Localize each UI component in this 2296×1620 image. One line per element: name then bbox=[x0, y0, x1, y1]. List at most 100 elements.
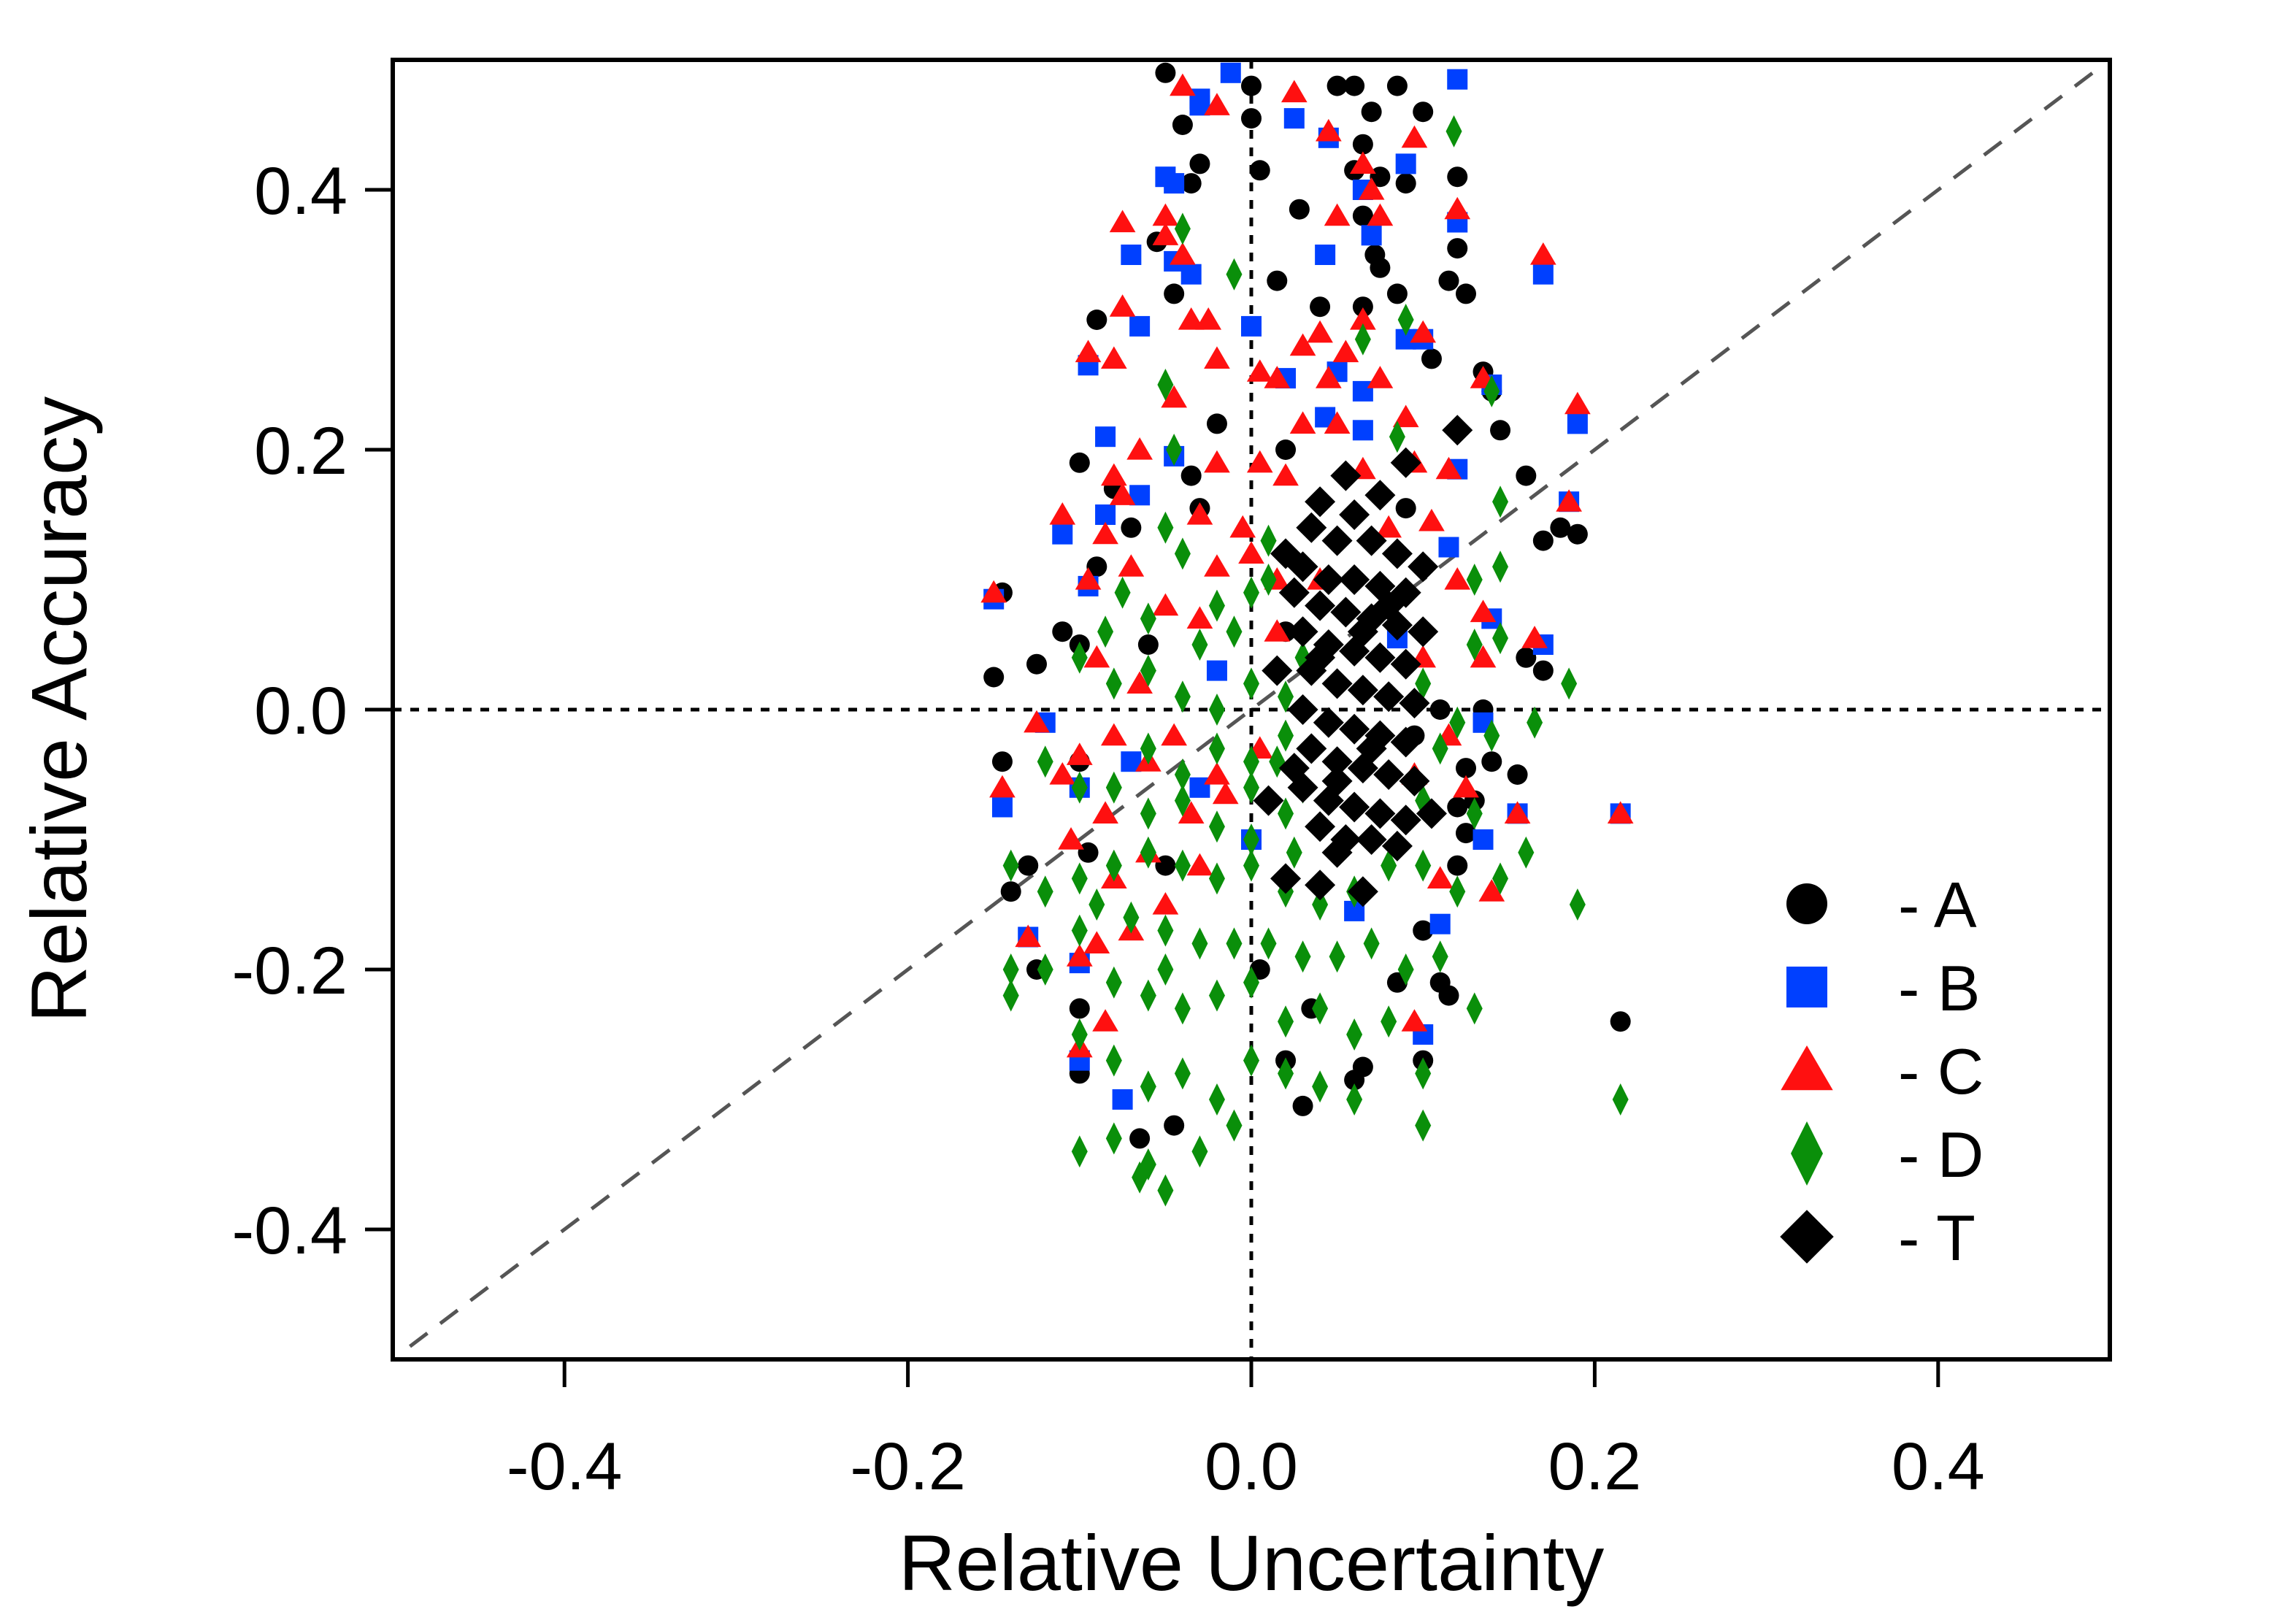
data-point bbox=[1278, 1057, 1294, 1090]
data-point bbox=[1305, 590, 1336, 621]
data-point bbox=[1278, 797, 1294, 830]
data-point bbox=[1363, 927, 1380, 960]
data-point bbox=[1086, 310, 1107, 330]
data-point bbox=[1071, 914, 1088, 947]
data-point bbox=[1260, 927, 1277, 960]
data-point bbox=[1191, 1135, 1208, 1168]
data-point bbox=[1140, 979, 1156, 1012]
data-point bbox=[1346, 1018, 1363, 1051]
data-point bbox=[1466, 629, 1483, 661]
data-point bbox=[1157, 953, 1174, 986]
data-point bbox=[1370, 257, 1391, 278]
data-point bbox=[1264, 366, 1291, 388]
data-point bbox=[1229, 515, 1256, 538]
data-point bbox=[1344, 75, 1365, 96]
data-point bbox=[1208, 589, 1225, 622]
data-point bbox=[1174, 759, 1191, 791]
data-point bbox=[1121, 245, 1142, 265]
data-point bbox=[1105, 1122, 1122, 1155]
data-point bbox=[1532, 530, 1554, 551]
data-point bbox=[1567, 523, 1588, 545]
data-point bbox=[1310, 296, 1331, 318]
data-point bbox=[1339, 499, 1370, 530]
data-point bbox=[1361, 225, 1382, 246]
data-point bbox=[1037, 875, 1053, 908]
data-point bbox=[1226, 927, 1243, 960]
legend-item: - C bbox=[1781, 1035, 1984, 1107]
data-point bbox=[1386, 75, 1408, 96]
data-point bbox=[1204, 450, 1230, 473]
data-point bbox=[1296, 733, 1327, 764]
data-point bbox=[1262, 655, 1293, 686]
data-point bbox=[1415, 1057, 1432, 1090]
data-point bbox=[1105, 1044, 1122, 1077]
data-point bbox=[1466, 797, 1483, 830]
data-point bbox=[1324, 411, 1351, 434]
data-point bbox=[1447, 855, 1468, 876]
data-point bbox=[1415, 667, 1432, 700]
data-point bbox=[1289, 411, 1316, 434]
legend-label: - C bbox=[1898, 1035, 1984, 1107]
data-point bbox=[1413, 101, 1434, 123]
data-point bbox=[1152, 223, 1179, 245]
data-point bbox=[1612, 1083, 1629, 1116]
data-point bbox=[1243, 824, 1259, 856]
data-point bbox=[1206, 660, 1227, 681]
data-point bbox=[1243, 576, 1259, 609]
data-point bbox=[1392, 404, 1419, 428]
data-point bbox=[1470, 645, 1497, 668]
data-point bbox=[1350, 151, 1376, 174]
data-point bbox=[1204, 554, 1230, 577]
data-point bbox=[1278, 680, 1294, 713]
data-point bbox=[1123, 901, 1140, 934]
legend-marker bbox=[1786, 967, 1827, 1007]
data-point bbox=[1164, 1115, 1185, 1136]
data-point bbox=[1049, 502, 1076, 525]
data-point bbox=[1518, 836, 1535, 869]
data-point bbox=[1418, 508, 1445, 531]
data-point bbox=[1174, 680, 1191, 713]
data-point bbox=[1390, 726, 1421, 758]
data-point bbox=[1287, 694, 1318, 725]
data-point bbox=[1140, 797, 1156, 830]
data-point bbox=[1243, 667, 1259, 700]
data-point bbox=[1157, 511, 1174, 544]
reference-lines bbox=[393, 60, 2110, 1359]
data-point bbox=[1289, 199, 1310, 220]
data-point bbox=[1174, 1057, 1191, 1090]
data-point bbox=[1483, 719, 1500, 752]
data-point bbox=[1066, 944, 1093, 967]
data-point bbox=[991, 796, 1013, 818]
data-point bbox=[1416, 798, 1447, 829]
y-tick-label: 0.0 bbox=[254, 674, 348, 748]
data-point bbox=[1105, 667, 1122, 700]
data-point bbox=[1567, 413, 1588, 434]
data-point bbox=[1339, 713, 1370, 745]
data-point bbox=[1315, 366, 1342, 388]
data-point bbox=[1564, 391, 1591, 415]
data-point bbox=[1395, 153, 1416, 174]
data-point bbox=[1078, 842, 1099, 863]
data-point bbox=[1137, 634, 1159, 655]
data-point bbox=[1435, 456, 1462, 480]
data-point bbox=[1466, 992, 1483, 1025]
data-point bbox=[1208, 862, 1225, 895]
data-point bbox=[1529, 242, 1556, 265]
data-point bbox=[1330, 596, 1362, 628]
x-tick-label: -0.4 bbox=[507, 1429, 623, 1504]
data-point bbox=[1157, 369, 1174, 401]
data-point bbox=[1126, 671, 1153, 694]
data-point bbox=[1473, 829, 1494, 850]
data-point bbox=[1445, 115, 1462, 147]
data-point bbox=[1470, 599, 1497, 623]
data-point bbox=[1381, 538, 1413, 569]
data-point bbox=[1270, 538, 1302, 569]
data-point bbox=[1174, 537, 1191, 570]
data-point bbox=[1401, 125, 1428, 148]
data-point bbox=[1395, 173, 1416, 194]
data-point bbox=[1186, 502, 1213, 525]
data-point bbox=[1550, 517, 1571, 538]
data-point bbox=[1449, 706, 1466, 739]
data-point bbox=[1321, 746, 1353, 778]
